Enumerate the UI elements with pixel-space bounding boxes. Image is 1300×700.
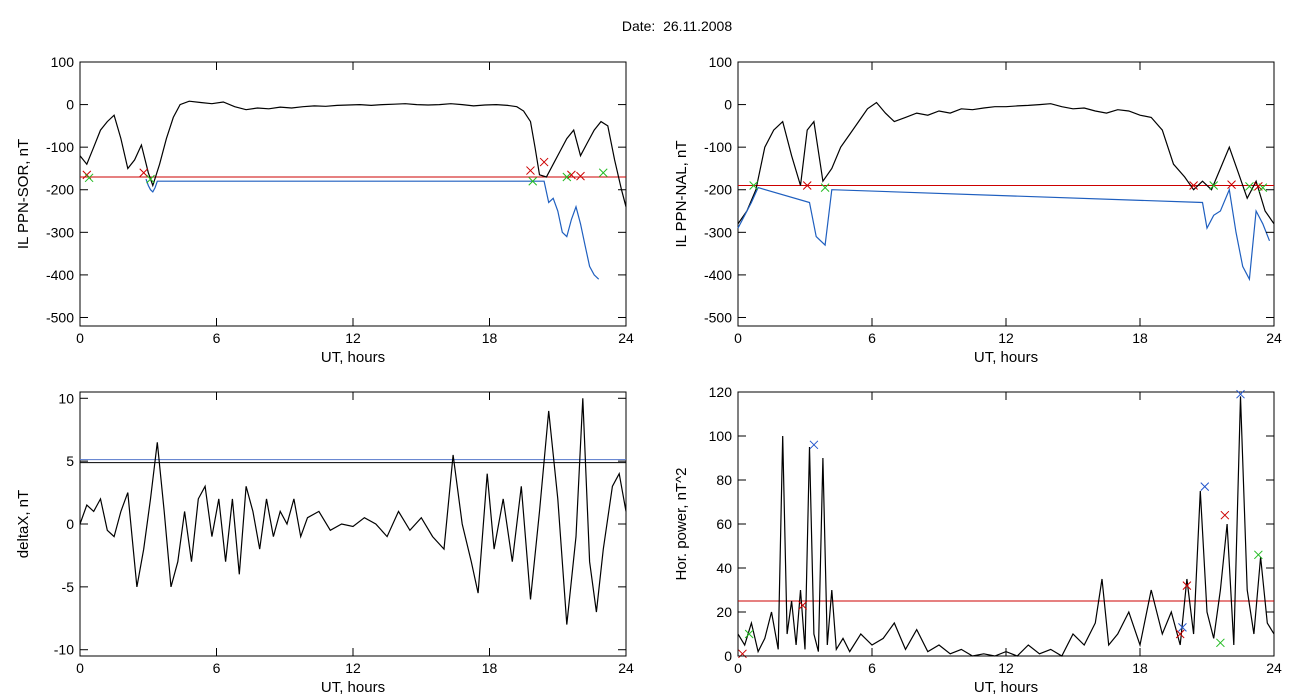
y-tick-label: -200 (46, 182, 74, 198)
y-tick-label: -400 (704, 267, 732, 283)
red-marker (802, 181, 812, 190)
plot-frame (79, 391, 627, 657)
y-tick-label: 100 (51, 54, 75, 70)
green-marker (562, 172, 572, 182)
y-tick-label: 0 (66, 516, 74, 532)
x-tick-label: 18 (482, 660, 498, 676)
chart-hor-power: 0 6 12 18 24 120 100 80 60 40 20 0 UT, hours Hor. pow… (673, 384, 1282, 696)
x-tick-label: 24 (618, 330, 634, 346)
x-tick-label: 24 (1266, 330, 1282, 346)
x-axis-label: UT, hours (321, 349, 385, 366)
x-tick-label: 12 (345, 660, 361, 676)
y-tick-label: -5 (62, 579, 75, 595)
x-tick-label: 18 (482, 330, 498, 346)
chart-il-nal: 0 6 12 18 24 100 0 -100 -200 -300 -400 -500 UT, hour… (673, 54, 1282, 366)
series-line-1 (737, 186, 1271, 282)
x-tick-label: 18 (1132, 330, 1148, 346)
x-tick-label: 0 (734, 330, 742, 346)
green-marker (1216, 638, 1225, 648)
red-marker (576, 171, 585, 181)
x-axis-label: UT, hours (974, 679, 1038, 696)
red-marker (526, 166, 535, 175)
green-marker (598, 168, 608, 178)
series-line-0 (79, 100, 627, 207)
red-marker (1227, 180, 1236, 189)
blue-marker (809, 440, 819, 450)
green-marker (1245, 181, 1254, 191)
red-marker (1175, 629, 1185, 639)
chart-il-sor: 0 6 12 18 24 100 0 -100 -200 -300 -400 -500 UT, hour… (15, 54, 634, 366)
y-axis-label: IL PPN-SOR, nT (15, 139, 32, 249)
y-tick-label: -500 (46, 309, 74, 325)
y-tick-label: 10 (58, 390, 74, 406)
green-marker (528, 176, 538, 186)
red-marker (738, 649, 747, 659)
series-line-1 (145, 178, 600, 280)
red-marker (567, 170, 576, 180)
red-marker (1182, 581, 1192, 590)
y-tick-label: -500 (704, 309, 732, 325)
y-tick-label: -100 (704, 139, 732, 155)
x-tick-label: 0 (76, 660, 84, 676)
y-tick-label: 40 (716, 560, 732, 576)
y-tick-label: -300 (46, 224, 74, 240)
green-marker (1254, 550, 1263, 560)
x-tick-label: 24 (618, 660, 634, 676)
blue-marker (1200, 482, 1210, 491)
y-tick-label: 0 (66, 97, 74, 113)
y-tick-label: 100 (709, 428, 733, 444)
y-tick-label: 20 (716, 604, 732, 620)
x-tick-label: 0 (734, 660, 742, 676)
y-axis-label: deltaX, nT (15, 490, 32, 558)
x-axis-label: UT, hours (321, 679, 385, 696)
blue-marker (1178, 623, 1187, 632)
x-tick-label: 6 (213, 660, 221, 676)
y-axis-label: IL PPN-NAL, nT (673, 141, 690, 248)
red-marker (1189, 181, 1198, 190)
y-tick-label: 60 (716, 516, 732, 532)
green-marker (84, 173, 94, 183)
red-marker (1220, 510, 1230, 520)
x-tick-label: 12 (998, 330, 1014, 346)
y-tick-label: -100 (46, 139, 74, 155)
x-tick-label: 0 (76, 330, 84, 346)
series-line-0 (737, 396, 1275, 657)
green-marker (1258, 183, 1268, 192)
x-tick-label: 24 (1266, 660, 1282, 676)
y-tick-label: -10 (54, 642, 74, 658)
green-marker (744, 629, 754, 639)
plot-frame (737, 61, 1275, 327)
green-marker (1209, 181, 1219, 190)
green-marker (749, 181, 758, 190)
green-marker (146, 174, 155, 184)
x-tick-label: 12 (998, 660, 1014, 676)
red-marker (798, 601, 808, 610)
x-axis-label: UT, hours (974, 349, 1038, 366)
x-tick-label: 6 (213, 330, 221, 346)
y-tick-label: -200 (704, 182, 732, 198)
y-tick-label: 120 (709, 384, 733, 400)
y-tick-label: 100 (709, 54, 733, 70)
y-tick-label: 0 (724, 97, 732, 113)
page-title: Date: 26.11.2008 (621, 18, 733, 34)
x-tick-label: 6 (868, 660, 876, 676)
y-tick-label: -400 (46, 267, 74, 283)
x-tick-label: 12 (345, 330, 361, 346)
blue-marker (1236, 389, 1245, 399)
x-tick-label: 6 (868, 330, 876, 346)
x-tick-label: 18 (1132, 660, 1148, 676)
series-line-0 (737, 101, 1275, 225)
red-marker (539, 157, 549, 167)
y-tick-label: 0 (724, 648, 732, 664)
y-tick-label: 80 (716, 472, 732, 488)
plot-frame (79, 61, 627, 327)
y-axis-label: Hor. power, nT^2 (673, 468, 690, 581)
plot-frame (737, 391, 1275, 657)
green-marker (820, 183, 830, 192)
chart-deltax: 0 6 12 18 24 10 5 0 -5 -10 UT, hours deltaX, nT (15, 390, 634, 696)
y-tick-label: -300 (704, 224, 732, 240)
y-tick-label: 5 (66, 453, 74, 469)
series-line-0 (79, 398, 627, 625)
